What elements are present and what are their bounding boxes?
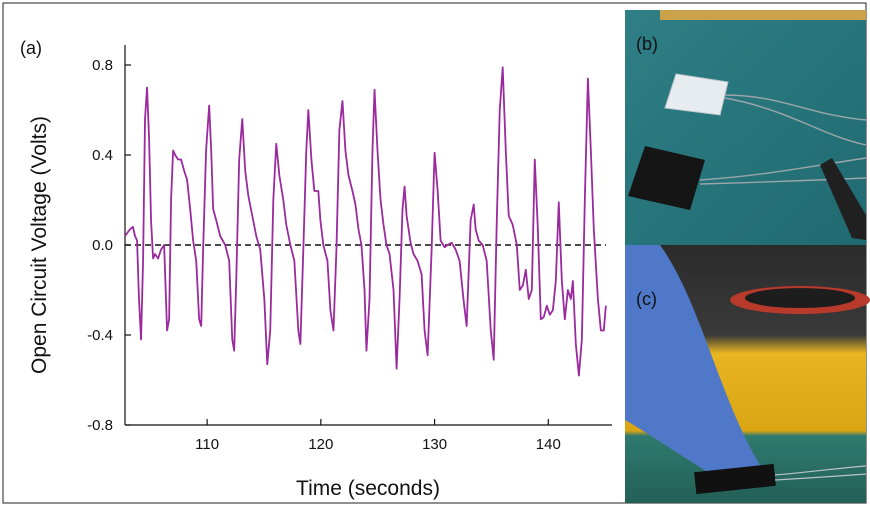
x-tick-label: 110 (195, 436, 219, 453)
photo-label: (c) (636, 289, 657, 309)
x-tick-label: 120 (308, 436, 333, 453)
x-tick-label: 140 (536, 436, 561, 453)
y-tick-label: -0.8 (87, 417, 113, 434)
y-axis-title: Open Circuit Voltage (Volts) (28, 116, 51, 374)
y-tick-label: 0.4 (92, 147, 113, 164)
panel-label: (a) (20, 38, 42, 58)
x-tick-label: 130 (422, 436, 447, 453)
data-line (124, 66, 607, 377)
photo-b (625, 10, 867, 245)
photo-label: (b) (636, 34, 658, 54)
y-tick-label: 0.8 (92, 57, 113, 74)
y-tick-label: -0.4 (87, 327, 113, 344)
x-axis-title: Time (seconds) (296, 477, 440, 500)
photo-c (625, 245, 870, 503)
y-tick-label: 0.0 (92, 237, 113, 254)
